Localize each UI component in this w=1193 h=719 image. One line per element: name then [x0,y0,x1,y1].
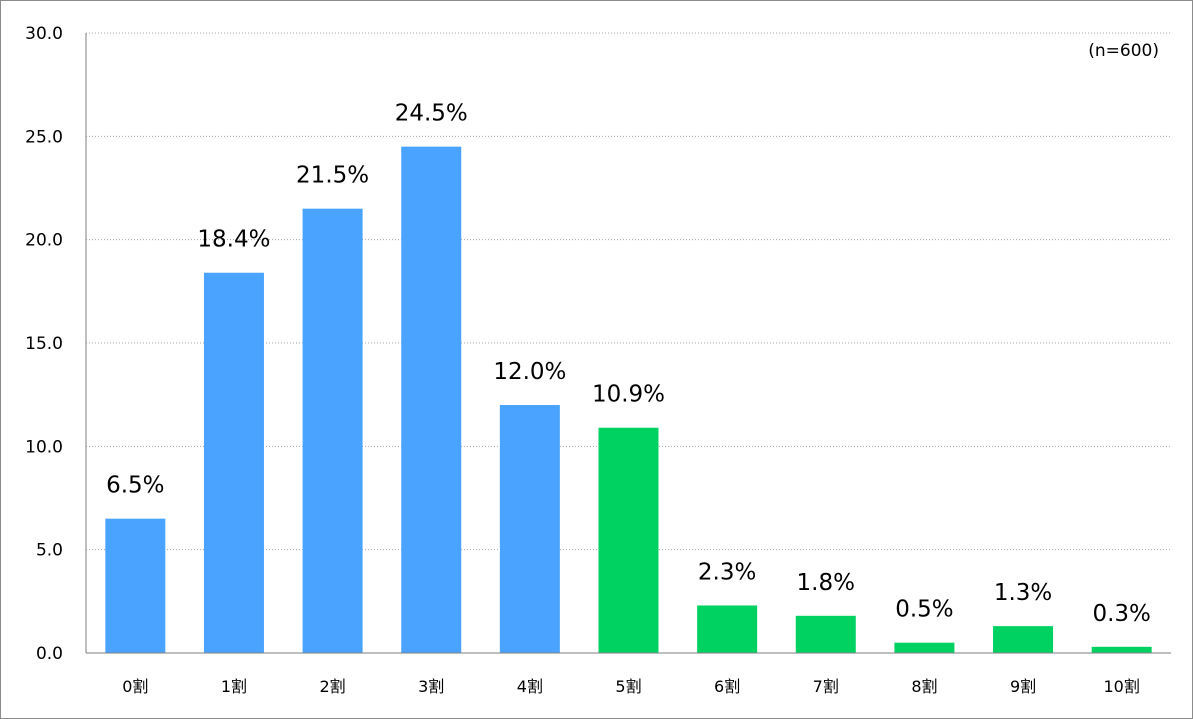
y-tick-label: 10.0 [25,437,63,457]
data-label: 24.5% [395,101,468,127]
sample-size-note: (n=600) [1088,41,1159,61]
x-tick-label: 8割 [911,677,937,696]
y-tick-label: 15.0 [25,334,63,354]
data-label: 2.3% [698,559,756,585]
x-tick-label: 5割 [615,677,641,696]
x-tick-label: 2割 [319,677,345,696]
x-tick-label: 4割 [517,677,543,696]
y-tick-label: 5.0 [36,541,63,561]
data-label: 21.5% [296,163,369,189]
bar [697,605,758,653]
x-tick-label: 6割 [714,677,740,696]
x-tick-label: 9割 [1010,677,1036,696]
data-label: 10.9% [592,382,665,408]
bar [894,642,955,653]
x-tick-label: 7割 [813,677,839,696]
x-tick-label: 10割 [1103,677,1139,696]
x-tick-label: 0割 [122,677,148,696]
y-tick-label: 30.0 [25,24,63,44]
x-tick-label: 1割 [221,677,247,696]
x-tick-label: 3割 [418,677,444,696]
bar [203,272,264,653]
data-label: 12.0% [493,359,566,385]
bar [795,615,856,653]
bar [598,427,659,653]
data-label: 1.3% [994,580,1052,606]
data-label: 0.5% [895,597,953,623]
bar [105,518,166,653]
bar [401,146,462,653]
x-axis-ticks: 0割 1割 2割 3割 4割 5割 6割 7割 8割 9割 10割 [122,677,1140,696]
bar [993,626,1054,653]
gridlines [86,32,1171,551]
data-labels: 6.5% 18.4% 21.5% 24.5% 12.0% 10.9% 2.3% 1.8% 0.5… [106,101,1151,627]
bar [499,405,560,653]
y-tick-label: 0.0 [36,644,63,664]
data-label: 0.3% [1092,601,1150,627]
data-label: 18.4% [197,227,270,253]
y-tick-label: 20.0 [25,231,63,251]
y-tick-label: 25.0 [25,127,63,147]
data-label: 6.5% [106,473,164,499]
y-axis-ticks: 0.0 5.0 10.0 15.0 20.0 25.0 30.0 [25,24,63,664]
bar [1091,646,1152,653]
data-label: 1.8% [797,570,855,596]
bars [105,146,1152,653]
bar [302,208,363,653]
